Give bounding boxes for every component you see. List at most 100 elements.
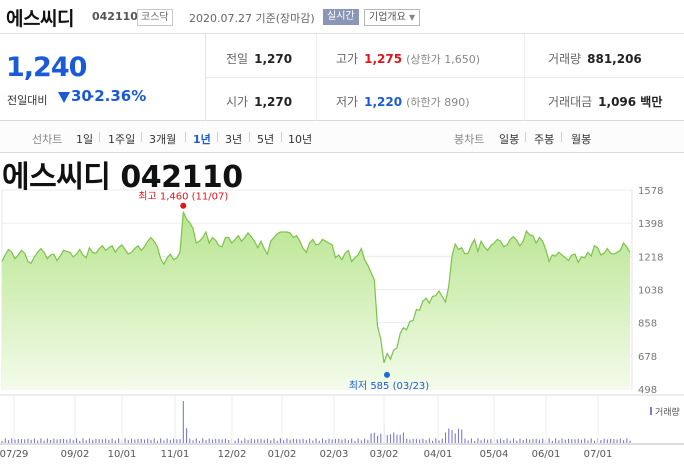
- volume-bar: [289, 439, 291, 443]
- period-5y[interactable]: 5년: [257, 133, 275, 146]
- chart-title-overlay: 에스씨디 042110: [2, 160, 243, 195]
- volume-bar: [1, 440, 3, 443]
- volume-bar: [143, 439, 146, 443]
- volume-bar: [124, 438, 126, 443]
- volume-bar: [241, 440, 243, 443]
- volume-bar: [111, 438, 113, 443]
- open-value: 1,270: [254, 95, 293, 109]
- volume-bar: [593, 440, 595, 443]
- volume-bar: [40, 438, 42, 443]
- volume-bar: [506, 438, 508, 443]
- candle-weekly[interactable]: 주봉: [534, 133, 555, 146]
- volume-bar: [4, 438, 6, 443]
- volume-bar: [325, 440, 327, 443]
- volume-bar: [105, 438, 107, 443]
- change-value: 30: [71, 87, 92, 105]
- y-tick-label: 858: [638, 319, 657, 330]
- open-cell: 시가 1,270: [226, 93, 292, 110]
- volume-bar: [163, 440, 165, 443]
- volume-bar: [415, 439, 417, 443]
- volume-bar: [610, 439, 612, 443]
- volume-bar: [302, 438, 304, 443]
- volume-bar: [228, 439, 230, 443]
- volume-bar: [331, 439, 333, 443]
- volume-bar: [555, 438, 557, 443]
- volume-bar: [127, 440, 129, 443]
- volume-bar: [30, 439, 32, 443]
- volume-bar: [101, 439, 103, 443]
- volume-bar: [118, 438, 120, 443]
- chevron-down-icon: ▼: [409, 13, 416, 22]
- volume-bar: [195, 438, 197, 443]
- company-info-dropdown[interactable]: 기업개요 ▼: [364, 9, 421, 26]
- volume-bar: [192, 440, 194, 443]
- volume-bar: [318, 440, 320, 443]
- volume-bar: [215, 438, 217, 443]
- quote-date: 2020.07.27 기준(장마감): [189, 12, 315, 25]
- amount-cell: 거래대금 1,096 백만: [548, 93, 662, 110]
- high-label: 고가: [336, 52, 359, 66]
- volume-bar: [179, 439, 181, 443]
- volume-bar: [250, 438, 252, 443]
- realtime-button[interactable]: 실시간: [323, 9, 359, 25]
- volume-bar: [548, 438, 550, 443]
- volume-bar: [561, 438, 563, 443]
- volume-bar: [399, 434, 401, 443]
- volume-bar: [564, 439, 566, 443]
- candle-monthly[interactable]: 월봉: [571, 133, 592, 146]
- period-3y[interactable]: 3년: [225, 133, 243, 146]
- volume-bar: [380, 433, 382, 443]
- volume-bar: [341, 439, 343, 443]
- volume-bar: [260, 438, 262, 443]
- volume-bar: [457, 428, 460, 443]
- current-price-panel: 1,240 전일대비 30 -2.36%: [0, 34, 206, 121]
- volume-bar: [37, 440, 39, 443]
- chart-toolbar: 선차트 1일 1주일 3개월 1년 3년 5년 10년 봉차트 일봉 주봉 월봉: [0, 121, 684, 153]
- period-10y[interactable]: 10년: [288, 133, 313, 146]
- min-annotation: 최저 585 (03/23): [349, 380, 430, 392]
- volume-bar: [147, 438, 149, 443]
- volume-bar: [412, 438, 414, 443]
- volume-bar: [273, 438, 275, 443]
- volume-bar: [626, 438, 628, 443]
- volume-bar: [69, 438, 71, 443]
- volume-bar: [441, 438, 443, 443]
- down-arrow-icon: [58, 92, 70, 103]
- period-1w[interactable]: 1주일: [108, 133, 136, 146]
- volume-bar: [182, 401, 184, 443]
- x-tick-label: 06/01: [532, 449, 561, 460]
- max-marker: [180, 202, 187, 209]
- period-1y[interactable]: 1년: [193, 133, 211, 146]
- amount-value: 1,096 백만: [598, 95, 663, 109]
- volume-bar: [386, 435, 388, 443]
- divider: [99, 132, 100, 142]
- volume-bar: [14, 439, 16, 443]
- volume-bar: [186, 428, 188, 443]
- high-cell: 고가 1,275 (상한가 1,650): [336, 50, 480, 67]
- volume-bar: [551, 440, 553, 443]
- volume-bar: [160, 438, 162, 443]
- volume-bar: [20, 439, 23, 443]
- volume-bar: [276, 440, 278, 443]
- divider: [525, 132, 526, 142]
- volume-bar: [173, 438, 175, 443]
- volume-value: 881,206: [587, 52, 642, 66]
- x-tick-label: 11/01: [161, 449, 190, 460]
- volume-bar: [98, 439, 100, 443]
- price-chart[interactable]: 1578 1398 1218 1038 858 678 498 최고 1,460 (11/0…: [0, 153, 684, 472]
- volume-bar: [247, 439, 249, 443]
- volume-bar: [503, 439, 505, 443]
- volume-legend-label: 거래량: [655, 406, 680, 418]
- volume-bar: [584, 438, 586, 443]
- period-3m[interactable]: 3개월: [149, 133, 177, 146]
- x-tick-label: 02/03: [320, 449, 349, 460]
- stats-divider-v1: [316, 34, 317, 121]
- volume-bar: [85, 440, 87, 443]
- candle-chart-label: 봉차트: [454, 133, 485, 146]
- volume-bar: [438, 440, 440, 443]
- candle-daily[interactable]: 일봉: [499, 133, 520, 146]
- period-1d[interactable]: 1일: [76, 133, 94, 146]
- volume-bar: [509, 440, 511, 443]
- volume-bar: [114, 440, 116, 443]
- current-price: 1,240: [6, 52, 87, 83]
